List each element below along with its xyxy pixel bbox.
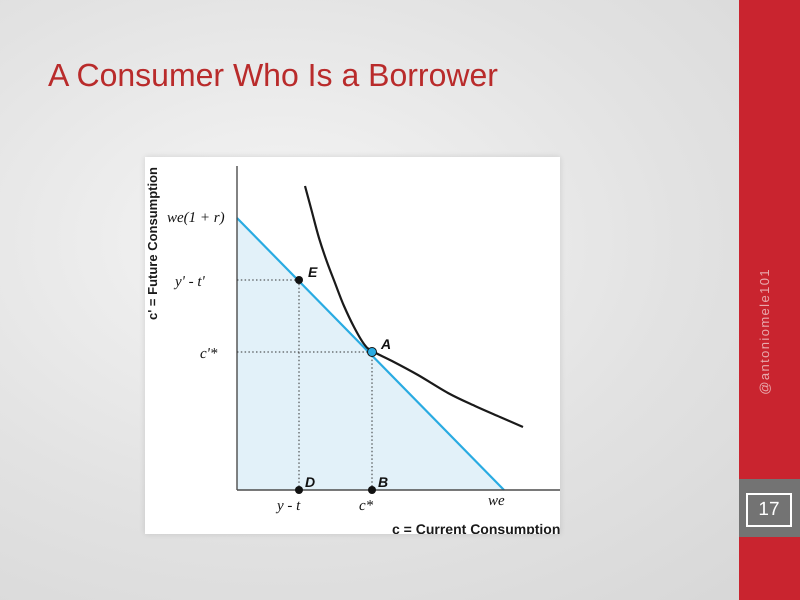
svg-text:y - t: y - t bbox=[275, 498, 301, 514]
svg-text:A: A bbox=[380, 336, 391, 352]
svg-text:c' = Future Consumption: c' = Future Consumption bbox=[145, 167, 160, 320]
svg-text:y' - t': y' - t' bbox=[173, 274, 206, 290]
svg-text:E: E bbox=[308, 264, 318, 280]
svg-text:we(1 + r): we(1 + r) bbox=[167, 210, 225, 226]
svg-text:c'*: c'* bbox=[200, 346, 218, 362]
svg-text:c*: c* bbox=[359, 498, 374, 514]
svg-text:D: D bbox=[305, 474, 315, 490]
svg-text:we: we bbox=[488, 493, 505, 509]
svg-text:B: B bbox=[378, 474, 388, 490]
svg-text:c = Current Consumption: c = Current Consumption bbox=[392, 521, 560, 534]
